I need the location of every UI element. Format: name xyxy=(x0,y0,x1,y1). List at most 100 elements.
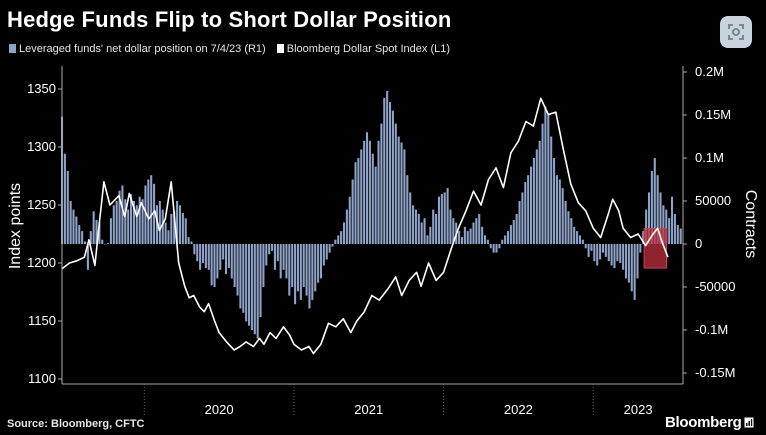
scan-icon xyxy=(728,24,744,40)
bar xyxy=(259,244,262,318)
bar xyxy=(89,231,92,244)
bar xyxy=(132,201,135,244)
bar xyxy=(69,201,72,244)
bar xyxy=(544,106,547,245)
bar-series xyxy=(60,90,682,339)
bar xyxy=(604,244,607,257)
chart-title: Hedge Funds Flip to Short Dollar Positio… xyxy=(7,7,452,32)
bar xyxy=(319,244,323,279)
scan-button[interactable] xyxy=(720,16,752,48)
bar xyxy=(127,209,130,244)
bar xyxy=(440,194,443,244)
bar xyxy=(86,244,89,270)
bar xyxy=(291,244,294,287)
bar xyxy=(104,244,107,245)
bar xyxy=(207,244,210,270)
bar xyxy=(144,185,147,244)
bar xyxy=(412,205,415,244)
bar xyxy=(227,244,230,269)
bar xyxy=(452,218,455,244)
bar xyxy=(360,149,363,244)
bar xyxy=(282,244,285,270)
bar xyxy=(650,170,653,244)
bar xyxy=(233,244,236,287)
bar xyxy=(475,218,478,244)
bar xyxy=(245,244,248,322)
bar xyxy=(607,244,610,262)
bar xyxy=(305,244,308,296)
bar xyxy=(599,244,602,260)
y-left-tick-label: 1100 xyxy=(28,371,56,386)
bar xyxy=(642,231,645,244)
bar xyxy=(199,244,202,270)
legend: Leveraged funds' net dollar position on … xyxy=(9,43,450,55)
y-left-tick-label: 1150 xyxy=(28,313,56,328)
y-left-tick-label: 1350 xyxy=(27,81,56,96)
bar xyxy=(567,211,570,244)
bar xyxy=(196,244,199,262)
y-left-tick-label: 1300 xyxy=(27,139,56,154)
bar xyxy=(489,244,492,249)
bar xyxy=(138,196,141,244)
bar xyxy=(483,235,487,244)
bar xyxy=(417,213,420,244)
bar xyxy=(676,225,679,244)
bar xyxy=(365,132,369,244)
bar xyxy=(679,228,682,244)
bar xyxy=(363,140,366,244)
bar xyxy=(630,244,633,292)
bar xyxy=(622,244,625,270)
bar xyxy=(81,231,84,244)
bar xyxy=(570,218,573,244)
bar xyxy=(147,179,150,244)
bar xyxy=(268,244,271,255)
bar xyxy=(118,190,121,244)
bar xyxy=(501,239,504,244)
bar xyxy=(130,194,133,244)
bar xyxy=(107,243,110,244)
bar xyxy=(340,231,343,244)
y-right-tick-label: 50000 xyxy=(695,193,731,208)
bar xyxy=(285,244,288,279)
bar xyxy=(83,241,87,244)
bar xyxy=(374,166,377,244)
bar xyxy=(558,179,561,244)
bar xyxy=(656,175,659,244)
bar xyxy=(492,244,495,253)
axes: 1100 1150 1200 1250 1300 1350 0.2M 0.15M 0.1M 500… xyxy=(7,64,759,417)
y-right-tick-label: 0.1M xyxy=(695,150,724,165)
bar xyxy=(302,244,305,287)
bar xyxy=(236,244,239,296)
bar xyxy=(495,244,498,253)
bar xyxy=(596,244,599,266)
bar xyxy=(184,218,187,244)
bar xyxy=(449,209,452,244)
bar xyxy=(371,153,374,244)
bar xyxy=(164,222,167,244)
bar xyxy=(354,162,357,244)
bar xyxy=(239,244,242,309)
x-tick-label: 2022 xyxy=(504,402,533,417)
bar xyxy=(158,201,161,244)
bar xyxy=(601,244,605,253)
bar xyxy=(429,226,432,244)
bar xyxy=(153,183,156,244)
bar xyxy=(397,136,400,244)
bar xyxy=(279,244,282,279)
bar xyxy=(112,205,115,244)
bar xyxy=(619,244,622,263)
bar xyxy=(95,219,98,244)
y-right-axis-title: Contracts xyxy=(742,190,759,258)
bar xyxy=(645,209,648,244)
bar xyxy=(322,244,325,266)
bar xyxy=(481,226,484,244)
bar xyxy=(368,140,371,244)
legend-bar-swatch xyxy=(9,44,16,53)
line-series xyxy=(61,97,669,355)
bar xyxy=(141,199,144,244)
bar xyxy=(512,219,515,244)
bar xyxy=(550,136,553,244)
bar xyxy=(250,244,253,330)
bar xyxy=(423,218,426,244)
